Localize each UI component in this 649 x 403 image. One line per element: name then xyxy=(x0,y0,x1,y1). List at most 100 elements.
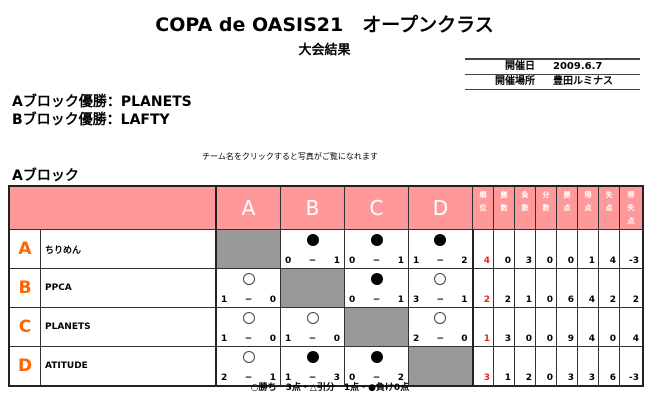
block-a-winner: Aブロック優勝：PLANETS xyxy=(12,94,192,110)
stat-value: 3 xyxy=(493,307,515,347)
score-dash: − xyxy=(436,295,445,305)
team-name-link[interactable]: PLANETS xyxy=(40,307,217,347)
stat-header-cell: 失点 xyxy=(598,185,620,230)
score-dash: − xyxy=(372,373,381,383)
stat-value: 0 xyxy=(598,307,620,347)
loss-dot-icon xyxy=(306,234,319,246)
match-cell: 0 − 2 xyxy=(344,346,409,387)
score-for: 2 xyxy=(413,334,420,344)
team-letter: A xyxy=(8,229,41,269)
score-dash: − xyxy=(244,373,253,383)
block-title: Aブロック xyxy=(12,168,79,184)
match-cell: 1 − 0 xyxy=(215,307,281,347)
team-letter: B xyxy=(8,268,41,308)
stat-value: 0 xyxy=(493,229,515,269)
self-match-cell xyxy=(408,346,473,387)
stat-header-cell: 分数 xyxy=(535,185,557,230)
rank-value: 2 xyxy=(471,268,494,308)
score-against: 3 xyxy=(333,373,340,383)
photo-note: チーム名をクリックすると写真がご覧になれます xyxy=(202,152,378,161)
win-circle-icon xyxy=(434,312,447,324)
score-for: 2 xyxy=(221,373,228,383)
score-against: 0 xyxy=(269,334,276,344)
table-row: C PLANETS 1−0 1−0 2−0 1 3 0 0 9 4 0 4 xyxy=(8,307,644,347)
match-cell: 1 − 2 xyxy=(408,229,473,269)
venue-value: 豊田ルミナス xyxy=(553,76,613,87)
loss-dot-icon xyxy=(306,351,319,363)
match-cell: 2 − 0 xyxy=(408,307,473,347)
stat-value: 0 xyxy=(535,229,557,269)
stat-value: 1 xyxy=(577,229,599,269)
stat-value: 1 xyxy=(493,346,515,387)
stat-value: 1 xyxy=(514,268,536,308)
stat-value: 4 xyxy=(598,229,620,269)
score-against: 0 xyxy=(269,295,276,305)
stat-value: 2 xyxy=(493,268,515,308)
stat-value: 0 xyxy=(556,229,578,269)
score-dash: − xyxy=(308,373,317,383)
table-row: D ATITUDE 2−1 1−3 0−2 3 1 2 0 3 3 6 -3 xyxy=(8,346,644,387)
table-row: A ちりめん 0−1 0−1 1−2 4 0 3 0 0 1 4 -3 xyxy=(8,229,644,269)
rank-value: 1 xyxy=(471,307,494,347)
score-for: 1 xyxy=(285,373,292,383)
stat-value: 0 xyxy=(535,307,557,347)
score-for: 0 xyxy=(349,256,356,266)
score-against: 1 xyxy=(397,256,404,266)
column-header-d: D xyxy=(408,185,473,230)
score-against: 0 xyxy=(333,334,340,344)
stat-value: 3 xyxy=(514,229,536,269)
score-against: 1 xyxy=(269,373,276,383)
stat-value: -3 xyxy=(619,346,644,387)
loss-dot-icon xyxy=(434,234,447,246)
self-match-cell xyxy=(344,307,409,347)
match-cell: 1 − 3 xyxy=(280,346,345,387)
stat-value: 9 xyxy=(556,307,578,347)
score-dash: − xyxy=(372,295,381,305)
column-header-c: C xyxy=(344,185,409,230)
page-title: COPA de OASIS21 オープンクラス xyxy=(155,14,494,36)
block-b-winner: Bブロック優勝：LAFTY xyxy=(12,112,170,128)
stat-value: 6 xyxy=(598,346,620,387)
stat-header-cell: 順位 xyxy=(472,185,494,230)
stat-value: 2 xyxy=(598,268,620,308)
stat-value: 0 xyxy=(514,307,536,347)
stat-header: 順位 xyxy=(479,191,487,212)
score-against: 2 xyxy=(461,256,468,266)
loss-dot-icon xyxy=(370,234,383,246)
team-name-link[interactable]: ちりめん xyxy=(40,229,217,269)
stat-value: -3 xyxy=(619,229,644,269)
stat-value: 6 xyxy=(556,268,578,308)
team-name-link[interactable]: PPCA xyxy=(40,268,217,308)
score-dash: − xyxy=(436,334,445,344)
results-table: A B C D 順位 勝数 負数 分数 勝点 得点 失点 得失点 A ちりめん 0−1 0−1 1−2 4 0 3 0… xyxy=(8,185,644,387)
win-circle-icon xyxy=(242,273,255,285)
match-cell: 0 − 1 xyxy=(280,229,345,269)
score-against: 0 xyxy=(461,334,468,344)
stat-header: 勝点 xyxy=(563,191,571,212)
stat-value: 0 xyxy=(535,268,557,308)
match-cell: 1 − 0 xyxy=(280,307,345,347)
stat-header: 勝数 xyxy=(500,191,508,212)
stat-header: 得点 xyxy=(584,191,592,212)
score-for: 1 xyxy=(221,334,228,344)
win-circle-icon xyxy=(434,273,447,285)
stat-header-cell: 得失点 xyxy=(619,185,644,230)
score-dash: − xyxy=(308,334,317,344)
stat-header: 失点 xyxy=(605,191,613,212)
table-row: B PPCA 1−0 0−1 3−1 2 2 1 0 6 4 2 2 xyxy=(8,268,644,308)
column-header-a: A xyxy=(215,185,281,230)
stat-header-cell: 勝点 xyxy=(556,185,578,230)
date-label: 開催日 xyxy=(505,61,535,72)
loss-dot-icon xyxy=(370,351,383,363)
venue-label: 開催場所 xyxy=(495,76,535,87)
stat-header-cell: 勝数 xyxy=(493,185,515,230)
win-circle-icon xyxy=(306,312,319,324)
date-value: 2009.6.7 xyxy=(553,61,603,72)
stat-header-cell: 負数 xyxy=(514,185,536,230)
team-name-link[interactable]: ATITUDE xyxy=(40,346,217,387)
page-subtitle: 大会結果 xyxy=(298,43,351,58)
score-dash: − xyxy=(308,256,317,266)
match-cell: 0 − 1 xyxy=(344,229,409,269)
match-cell: 3 − 1 xyxy=(408,268,473,308)
score-dash: − xyxy=(244,334,253,344)
